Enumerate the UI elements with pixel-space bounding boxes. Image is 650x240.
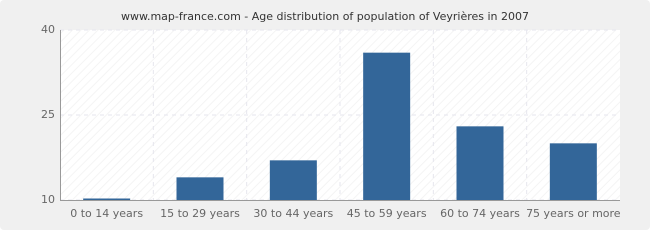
chart: www.map-france.com - Age distribution of… <box>0 0 650 230</box>
x-tick-label: 0 to 14 years <box>70 207 143 220</box>
bar <box>83 198 131 200</box>
x-tick-label: 60 to 74 years <box>440 207 520 220</box>
y-tick-label: 10 <box>41 193 55 206</box>
bar <box>549 143 597 200</box>
bar <box>176 177 224 200</box>
y-tick-label: 40 <box>41 23 55 36</box>
x-tick-label: 30 to 44 years <box>253 207 333 220</box>
y-tick-label: 25 <box>41 108 55 121</box>
chart-title: www.map-france.com - Age distribution of… <box>121 10 529 23</box>
bar <box>363 52 411 200</box>
bar <box>456 126 504 200</box>
x-tick-label: 45 to 59 years <box>347 207 427 220</box>
bar <box>269 160 317 200</box>
x-tick-label: 15 to 29 years <box>160 207 240 220</box>
x-tick-label: 75 years or more <box>526 207 621 220</box>
